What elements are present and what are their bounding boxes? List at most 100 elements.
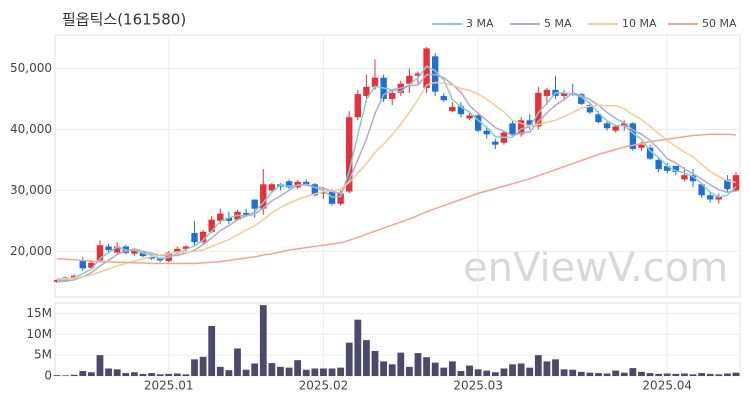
volume-bar — [672, 373, 680, 376]
candle-body — [354, 94, 362, 118]
candle-body — [423, 48, 430, 89]
volume-bar — [234, 348, 241, 376]
candle-body — [139, 252, 147, 257]
volume-bar — [526, 367, 534, 376]
y-tick-label: 0 — [44, 369, 52, 383]
candle-body — [225, 217, 233, 221]
volume-bar — [517, 363, 525, 376]
candle-body — [457, 106, 465, 115]
candle-body — [53, 279, 61, 282]
candle-body — [199, 231, 207, 243]
volume-bar — [732, 372, 740, 376]
volume-bar — [191, 359, 198, 376]
volume-bar — [405, 366, 413, 376]
candle-body — [603, 123, 611, 129]
x-tick-label: 2025.03 — [453, 379, 503, 393]
volume-bar — [363, 340, 370, 376]
candle-body — [724, 179, 731, 190]
volume-bar — [87, 372, 95, 376]
y-tick-label: 30,000 — [10, 183, 52, 197]
volume-bar — [380, 361, 388, 376]
volume-bar — [715, 374, 723, 376]
candle-body — [174, 248, 181, 253]
volume-bar — [577, 371, 585, 376]
volume-bar — [173, 373, 181, 376]
volume-bar — [70, 374, 78, 376]
volume-bar — [646, 373, 654, 376]
candle-body — [466, 115, 473, 119]
volume-bar — [302, 369, 310, 376]
candle-body — [337, 193, 344, 204]
volume-bar — [225, 370, 233, 376]
volume-bar — [698, 373, 706, 376]
volume-bar — [560, 369, 568, 376]
candle-body — [389, 92, 396, 99]
y-tick-label: 20,000 — [10, 244, 52, 258]
candle-body — [105, 246, 112, 251]
candle-body — [689, 175, 697, 182]
candle-body — [208, 219, 215, 232]
volume-bar — [139, 373, 147, 376]
y-tick-label: 5M — [34, 348, 52, 362]
candle-body — [449, 106, 456, 112]
candle-body — [681, 175, 688, 180]
candle-body — [182, 246, 190, 249]
volume-bar — [706, 373, 714, 376]
volume-bar — [448, 361, 456, 376]
ma-line — [56, 65, 737, 282]
candle-body — [346, 117, 353, 192]
legend-label: 50 MA — [702, 17, 737, 30]
candle-body — [655, 159, 662, 170]
candle-body — [715, 196, 723, 200]
volume-bar — [208, 325, 216, 376]
volume-bar — [294, 360, 302, 376]
volume-bar — [388, 364, 396, 376]
volume-bar — [268, 363, 276, 376]
volume-bar — [569, 369, 577, 376]
volume-bar — [552, 359, 559, 376]
volume-bar — [663, 373, 671, 376]
volume-bar — [500, 368, 508, 376]
candle-body — [578, 94, 585, 104]
candle-body — [414, 73, 422, 76]
volume-bar — [182, 374, 190, 376]
candle-body — [303, 181, 310, 185]
candle-body — [664, 166, 671, 171]
volume-bar — [638, 371, 645, 376]
volume-bar — [53, 375, 61, 376]
candle-body — [191, 233, 198, 243]
candle-body — [70, 275, 78, 278]
candle-body — [707, 195, 714, 200]
candle-body — [698, 184, 705, 196]
candle-body — [492, 141, 499, 145]
volume-bar — [113, 369, 121, 376]
candle-body — [148, 256, 155, 259]
candle-body — [131, 250, 138, 254]
y-tick-label: 15M — [26, 306, 52, 320]
candle-body — [526, 120, 533, 127]
volume-bar — [474, 369, 482, 376]
volume-bar — [371, 350, 379, 376]
volume-bar — [165, 373, 173, 376]
volume-bar — [595, 373, 602, 376]
volume-bar — [79, 370, 87, 376]
volume-bar — [620, 372, 628, 376]
y-tick-label: 10M — [26, 327, 52, 341]
candle-body — [638, 144, 645, 148]
legend-label: 10 MA — [622, 17, 657, 30]
volume-bar — [337, 367, 345, 376]
volume-bar — [320, 368, 327, 376]
volume-bar — [96, 355, 104, 376]
volume-bar — [148, 373, 155, 376]
legend-label: 5 MA — [544, 17, 572, 30]
candle-body — [217, 213, 224, 221]
volume-bar — [431, 362, 439, 376]
y-tick-label: 50,000 — [10, 61, 52, 75]
price-panel — [54, 34, 741, 298]
volume-bar — [242, 369, 250, 376]
candle-body — [156, 258, 164, 261]
candle-body — [406, 75, 413, 84]
candle-body — [79, 260, 86, 269]
volume-bar — [612, 370, 620, 376]
